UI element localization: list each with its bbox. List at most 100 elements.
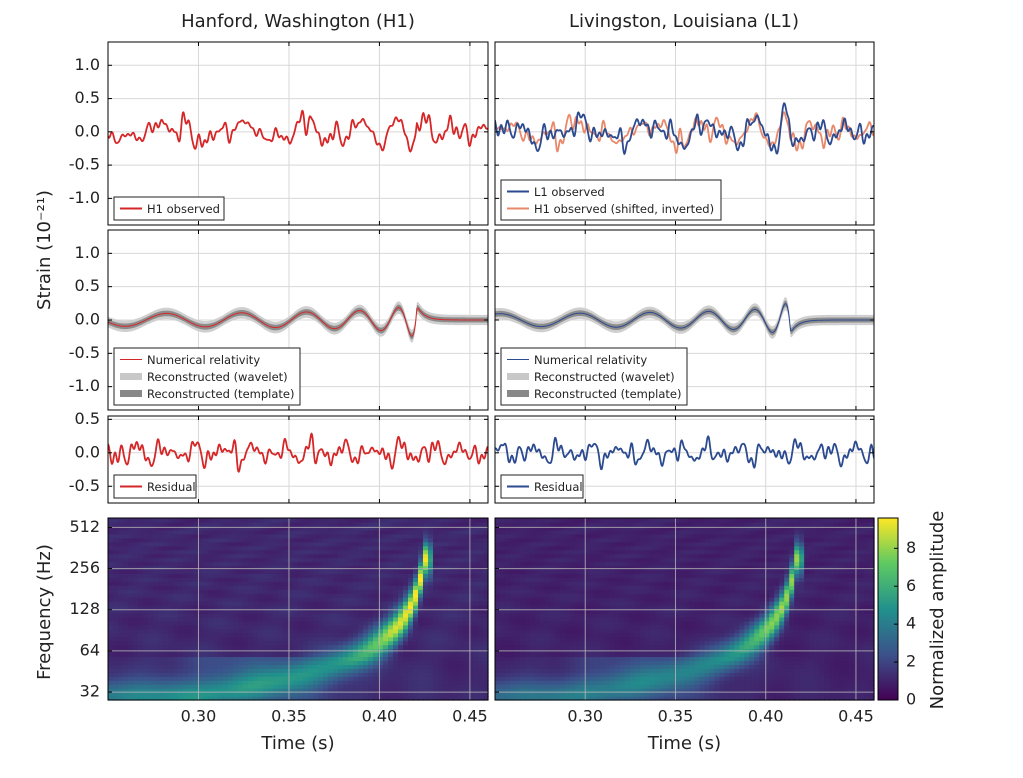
h1-spectrogram-cell xyxy=(298,676,304,681)
h1-spectrogram-cell xyxy=(368,692,374,697)
l1-spectrogram-cell xyxy=(605,613,611,618)
h1-spectrogram-cell xyxy=(478,562,484,567)
l1-spectrogram-cell xyxy=(570,530,576,535)
h1-spectrogram-cell xyxy=(133,617,139,622)
h1-spectrogram-cell xyxy=(328,672,334,677)
h1-reconstruction-legend-label-0: Numerical relativity xyxy=(147,353,260,367)
h1-spectrogram-cell xyxy=(378,597,384,602)
h1-spectrogram-cell xyxy=(108,656,114,661)
l1-spectrogram-cell xyxy=(495,565,501,570)
h1-spectrogram-cell xyxy=(298,518,304,523)
h1-spectrogram-cell xyxy=(343,565,349,570)
l1-spectrogram-cell xyxy=(510,546,516,551)
h1-spectrogram-cell xyxy=(403,653,409,658)
h1-spectrogram-cell xyxy=(173,554,179,559)
h1-spectrogram-cell xyxy=(463,530,469,535)
l1-spectrogram-cell xyxy=(580,668,586,673)
h1-spectrogram-cell xyxy=(193,597,199,602)
l1-spectrogram-cell xyxy=(495,526,501,531)
h1-spectrogram-cell xyxy=(258,585,264,590)
h1-spectrogram-cell xyxy=(278,625,284,630)
h1-spectrogram-cell xyxy=(208,629,214,634)
h1-spectrogram-cell xyxy=(223,672,229,677)
h1-spectrogram-cell xyxy=(188,542,194,547)
h1-spectrogram-cell xyxy=(273,546,279,551)
l1-spectrogram-cell xyxy=(495,569,501,574)
h1-spectrogram-cell xyxy=(253,637,259,642)
h1-spectrogram-cell xyxy=(248,534,254,539)
h1-spectrogram-cell xyxy=(393,597,399,602)
l1-spectrogram-cell xyxy=(505,558,511,563)
l1-spectrogram-cell xyxy=(565,593,571,598)
l1-spectrogram-cell xyxy=(550,664,556,669)
h1-spectrogram-cell xyxy=(368,680,374,685)
h1-spectrogram-cell xyxy=(303,645,309,650)
h1-spectrogram-cell xyxy=(238,613,244,618)
l1-spectrogram-cell xyxy=(575,676,581,681)
l1-spectrogram-cell xyxy=(610,569,616,574)
l1-spectrogram-cell xyxy=(525,554,531,559)
l1-spectrogram-cell xyxy=(500,581,506,586)
l1-spectrogram-cell xyxy=(495,617,501,622)
h1-spectrogram-cell xyxy=(348,538,354,543)
h1-spectrogram-cell xyxy=(263,680,269,685)
h1-spectrogram-cell xyxy=(413,530,419,535)
l1-spectrogram-cell xyxy=(495,684,501,689)
h1-spectrogram-cell xyxy=(128,534,134,539)
h1-spectrogram-cell xyxy=(298,526,304,531)
h1-spectrogram-cell xyxy=(358,629,364,634)
h1-spectrogram-cell xyxy=(448,656,454,661)
l1-spectrogram-cell xyxy=(530,577,536,582)
h1-spectrogram-cell xyxy=(263,554,269,559)
l1-spectrogram-cell xyxy=(560,569,566,574)
h1-spectrogram-cell xyxy=(163,656,169,661)
h1-spectrogram-cell xyxy=(228,633,234,638)
h1-spectrogram-cell xyxy=(338,562,344,567)
h1-spectrogram-cell xyxy=(478,660,484,665)
l1-spectrogram-cell xyxy=(525,629,531,634)
h1-spectrogram-cell xyxy=(168,562,174,567)
l1-spectrogram-cell xyxy=(565,554,571,559)
h1-spectrogram-cell xyxy=(383,530,389,535)
h1-spectrogram-cell xyxy=(208,522,214,527)
h1-spectrogram-cell xyxy=(373,581,379,586)
h1-spectrogram-cell xyxy=(363,518,369,523)
h1-spectrogram-cell xyxy=(438,621,444,626)
h1-spectrogram-cell xyxy=(348,680,354,685)
h1-spectrogram-cell xyxy=(378,617,384,622)
h1-spectrogram-cell xyxy=(413,522,419,527)
h1-spectrogram-cell xyxy=(333,668,339,673)
h1-spectrogram-cell xyxy=(463,637,469,642)
h1-spectrogram-cell xyxy=(338,668,344,673)
h1-spectrogram-cell xyxy=(183,637,189,642)
h1-spectrogram-cell xyxy=(423,629,429,634)
h1-spectrogram-cell xyxy=(183,581,189,586)
h1-spectrogram-cell xyxy=(243,656,249,661)
h1-spectrogram-cell xyxy=(358,621,364,626)
h1-spectrogram-cell xyxy=(418,676,424,681)
l1-spectrogram-cell xyxy=(570,625,576,630)
h1-spectrogram-cell xyxy=(143,530,149,535)
h1-spectrogram-cell xyxy=(433,601,439,606)
h1-spectrogram-cell xyxy=(148,589,154,594)
h1-spectrogram-cell xyxy=(183,554,189,559)
l1-spectrogram-cell xyxy=(545,589,551,594)
h1-spectrogram-cell xyxy=(393,534,399,539)
h1-spectrogram-cell xyxy=(148,676,154,681)
h1-spectrogram-cell xyxy=(268,593,274,598)
h1-spectrogram-cell xyxy=(203,629,209,634)
h1-spectrogram-cell xyxy=(143,518,149,523)
h1-spectrogram-cell xyxy=(133,664,139,669)
h1-spectrogram-cell xyxy=(363,660,369,665)
h1-spectrogram-xlabel: Time (s) xyxy=(260,733,334,754)
h1-spectrogram-cell xyxy=(248,569,254,574)
l1-spectrogram-cell xyxy=(545,672,551,677)
l1-spectrogram-cell xyxy=(610,562,616,567)
h1-spectrogram-cell xyxy=(353,577,359,582)
h1-spectrogram-cell xyxy=(303,692,309,697)
h1-spectrogram-cell xyxy=(303,542,309,547)
l1-spectrogram-cell xyxy=(555,617,561,622)
h1-spectrogram-cell xyxy=(463,597,469,602)
h1-spectrogram-cell xyxy=(223,565,229,570)
h1-spectrogram-cell xyxy=(268,554,274,559)
